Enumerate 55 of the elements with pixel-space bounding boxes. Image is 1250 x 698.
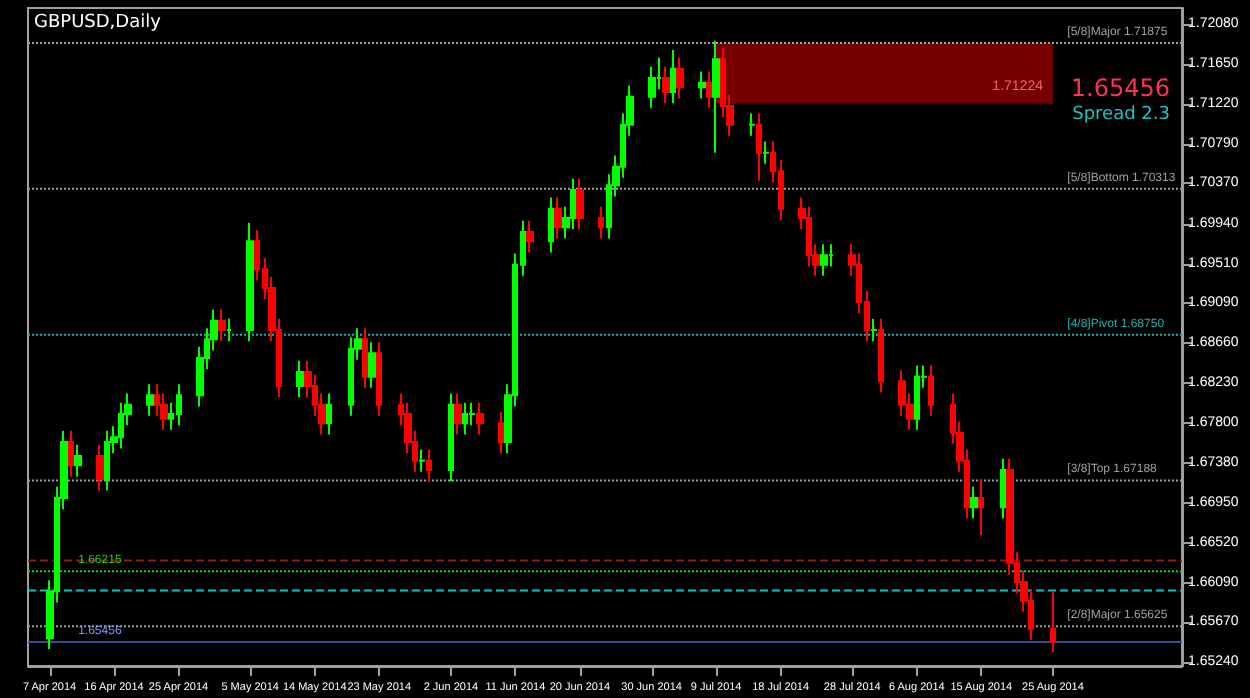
- candlestick: [662, 65, 670, 105]
- candlestick: [878, 317, 884, 394]
- candlestick: [68, 429, 74, 478]
- candlestick: [648, 65, 656, 109]
- candlestick: [246, 221, 254, 343]
- candlestick: [1000, 457, 1006, 520]
- candlestick: [468, 401, 476, 427]
- candlestick: [218, 308, 226, 343]
- candlestick: [706, 70, 712, 109]
- candlestick: [554, 196, 562, 240]
- chart-title: GBPUSD,Daily: [34, 13, 163, 33]
- candlestick: [970, 485, 978, 520]
- candlestick: [418, 448, 426, 473]
- candlestick: [448, 392, 454, 483]
- candlestick: [1050, 590, 1056, 653]
- candlestick: [176, 383, 182, 427]
- candlestick: [598, 205, 604, 240]
- annotation: 1.65456: [1070, 74, 1170, 102]
- candlestick: [74, 443, 82, 478]
- candlestick: [104, 429, 110, 492]
- candlestick: [146, 383, 154, 417]
- candlestick: [226, 317, 232, 343]
- candlestick: [670, 49, 676, 105]
- candlestick: [348, 336, 354, 417]
- candlestick: [368, 341, 376, 389]
- candlestick: [476, 401, 484, 436]
- candlestick: [712, 39, 720, 154]
- candlestick: [462, 401, 468, 436]
- candlestick: [698, 70, 706, 100]
- candlestick: [978, 478, 984, 537]
- candlestick: [870, 317, 878, 343]
- candlestick: [756, 112, 762, 182]
- candlestick: [498, 411, 504, 455]
- candlestick: [570, 177, 576, 231]
- candlestick: [828, 243, 834, 268]
- candlestick: [118, 401, 124, 450]
- candlestick: [326, 392, 332, 436]
- candlestick: [748, 112, 756, 137]
- candlestick: [526, 219, 534, 254]
- candlestick: [576, 177, 584, 231]
- candlestick: [426, 448, 432, 483]
- candlestick: [362, 327, 368, 389]
- candlestick: [676, 56, 684, 100]
- candlestick: [820, 243, 828, 277]
- candlestick: [762, 140, 770, 165]
- candlestick: [928, 364, 934, 417]
- candlestick: [376, 341, 382, 417]
- candlestick: [160, 392, 168, 431]
- candlestick: [914, 364, 920, 431]
- annotation: Spread 2.3: [1072, 105, 1171, 125]
- candlestick: [454, 392, 462, 436]
- candlestick: [548, 196, 554, 254]
- candlestick: [296, 359, 304, 399]
- candlestick: [806, 205, 812, 268]
- candlestick: [96, 443, 104, 492]
